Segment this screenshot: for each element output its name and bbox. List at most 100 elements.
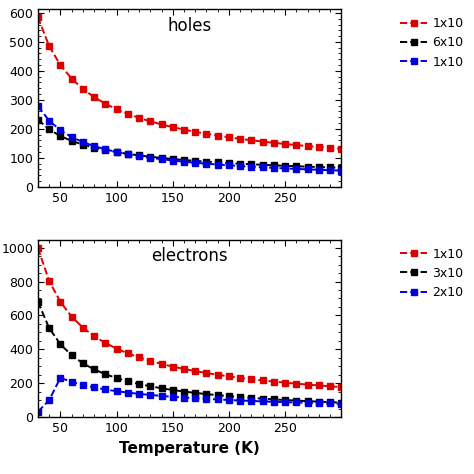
3x10 [181, 389, 187, 394]
3x10 [226, 393, 232, 399]
3x10 [159, 385, 164, 391]
1x10 [204, 370, 210, 376]
1x10 [293, 381, 299, 386]
2x10 [136, 391, 142, 397]
2x10 [46, 397, 52, 403]
2x10 [102, 387, 108, 392]
1x10 [91, 333, 97, 339]
2x10 [271, 399, 277, 405]
3x10 [316, 399, 322, 404]
Line: 1x10: 1x10 [35, 103, 344, 173]
1x10 [338, 168, 344, 173]
6x10 [69, 138, 74, 144]
Line: 1x10: 1x10 [35, 245, 344, 390]
1x10 [226, 163, 232, 168]
1x10 [271, 379, 277, 384]
2x10 [226, 397, 232, 403]
3x10 [35, 299, 41, 305]
1x10 [282, 380, 288, 385]
1x10 [57, 128, 63, 133]
1x10 [282, 165, 288, 171]
6x10 [147, 154, 153, 160]
1x10 [237, 375, 243, 381]
1x10 [80, 325, 86, 330]
3x10 [114, 375, 119, 381]
1x10 [181, 366, 187, 372]
Line: 6x10: 6x10 [35, 117, 344, 171]
1x10 [181, 127, 187, 132]
1x10 [293, 142, 299, 148]
6x10 [136, 153, 142, 158]
1x10 [215, 372, 220, 378]
1x10 [327, 383, 333, 389]
1x10 [125, 350, 131, 356]
2x10 [293, 400, 299, 405]
6x10 [125, 151, 131, 157]
2x10 [248, 398, 254, 404]
1x10 [102, 340, 108, 346]
2x10 [35, 409, 41, 415]
1x10 [125, 111, 131, 117]
3x10 [204, 391, 210, 397]
1x10 [57, 299, 63, 305]
1x10 [35, 14, 41, 20]
2x10 [159, 393, 164, 399]
1x10 [136, 153, 142, 159]
6x10 [293, 164, 299, 169]
1x10 [159, 361, 164, 367]
1x10 [147, 118, 153, 124]
1x10 [260, 164, 265, 170]
1x10 [136, 355, 142, 360]
6x10 [248, 162, 254, 167]
2x10 [327, 401, 333, 406]
2x10 [114, 388, 119, 394]
1x10 [69, 314, 74, 319]
Legend: 1x10, 6x10, 1x10: 1x10, 6x10, 1x10 [395, 12, 468, 73]
3x10 [192, 390, 198, 396]
3x10 [125, 378, 131, 384]
3x10 [170, 387, 175, 393]
6x10 [102, 147, 108, 153]
2x10 [170, 394, 175, 400]
2x10 [192, 395, 198, 401]
2x10 [91, 384, 97, 390]
6x10 [226, 160, 232, 166]
3x10 [260, 396, 265, 401]
1x10 [114, 149, 119, 155]
3x10 [80, 360, 86, 366]
3x10 [327, 399, 333, 405]
6x10 [305, 164, 310, 170]
Line: 3x10: 3x10 [35, 299, 344, 405]
Line: 1x10: 1x10 [35, 14, 344, 152]
1x10 [192, 129, 198, 135]
6x10 [327, 164, 333, 170]
2x10 [125, 390, 131, 395]
1x10 [46, 278, 52, 284]
3x10 [147, 383, 153, 389]
1x10 [136, 115, 142, 121]
6x10 [260, 162, 265, 168]
1x10 [114, 106, 119, 112]
2x10 [316, 400, 322, 406]
2x10 [237, 398, 243, 403]
1x10 [215, 162, 220, 167]
1x10 [102, 101, 108, 107]
1x10 [316, 383, 322, 388]
6x10 [170, 156, 175, 162]
2x10 [204, 396, 210, 402]
1x10 [159, 121, 164, 127]
1x10 [282, 141, 288, 147]
1x10 [102, 146, 108, 152]
1x10 [305, 382, 310, 387]
1x10 [181, 159, 187, 164]
2x10 [282, 399, 288, 405]
3x10 [248, 395, 254, 401]
1x10 [69, 134, 74, 140]
1x10 [125, 151, 131, 157]
3x10 [69, 353, 74, 358]
3x10 [91, 366, 97, 372]
Text: electrons: electrons [151, 247, 228, 265]
1x10 [327, 167, 333, 173]
6x10 [80, 142, 86, 147]
6x10 [35, 117, 41, 122]
